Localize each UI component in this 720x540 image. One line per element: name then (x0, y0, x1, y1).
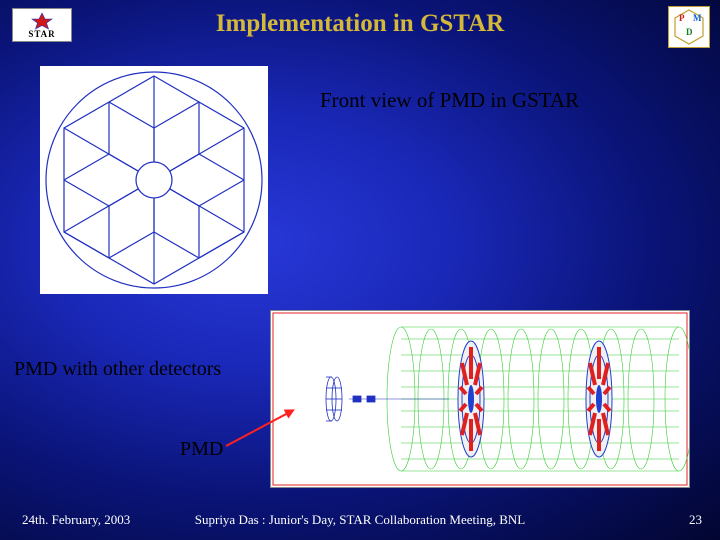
svg-text:D: D (686, 27, 693, 37)
detector-assembly-diagram (270, 310, 690, 488)
pmd-front-view-diagram (40, 66, 268, 294)
pmd-logo: P M D (668, 6, 710, 48)
caption-detectors: PMD with other detectors (14, 358, 221, 381)
star-icon (23, 12, 61, 30)
star-logo-text: STAR (28, 29, 55, 39)
footer-center: Supriya Das : Junior's Day, STAR Collabo… (195, 512, 525, 528)
svg-text:P: P (679, 13, 685, 23)
pmd-logo-icon: P M D (669, 7, 709, 47)
svg-text:M: M (693, 13, 702, 23)
slide-title: Implementation in GSTAR (216, 10, 504, 38)
footer-page: 23 (689, 512, 702, 528)
pmd-label: PMD (180, 438, 223, 461)
subtitle: Front view of PMD in GSTAR (320, 88, 579, 113)
footer-date: 24th. February, 2003 (22, 512, 130, 528)
star-logo: STAR (12, 8, 72, 42)
